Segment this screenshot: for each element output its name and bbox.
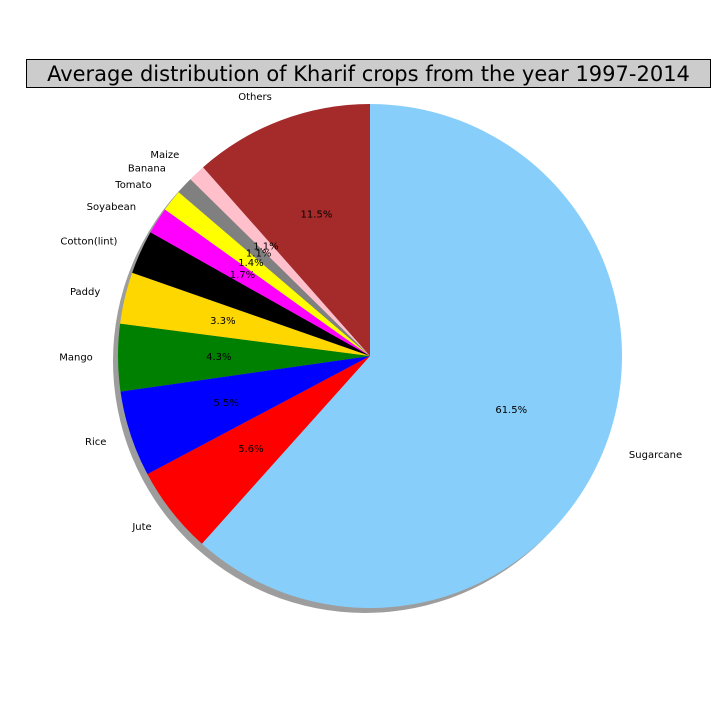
slice-percent-rice: 5.5%: [214, 398, 239, 409]
slice-maize: [190, 167, 370, 356]
slice-paddy: [120, 272, 370, 356]
slice-label-others: Others: [238, 92, 272, 103]
slice-sugarcane: [201, 104, 622, 608]
chart-title: Average distribution of Kharif crops fro…: [26, 59, 711, 88]
slice-percent-jute: 5.6%: [238, 444, 263, 455]
slice-label-soyabean: Soyabean: [87, 202, 136, 213]
slice-tomato: [164, 192, 370, 356]
slice-percent-soyabean: 1.7%: [230, 270, 255, 281]
slice-label-tomato: Tomato: [114, 180, 151, 191]
slice-label-jute: Jute: [131, 522, 151, 533]
slice-soyabean: [150, 209, 370, 356]
slice-banana: [178, 179, 370, 356]
slice-mango: [117, 323, 370, 392]
slice-label-cotton-lint: Cotton(lint): [60, 237, 117, 248]
slice-rice: [120, 356, 370, 475]
slice-label-mango: Mango: [59, 353, 93, 364]
slice-label-sugarcane: Sugarcane: [629, 450, 682, 461]
slice-cotton-lint: [132, 232, 370, 356]
slice-percent-others: 11.5%: [301, 210, 333, 221]
slice-percent-banana: 1.1%: [246, 249, 271, 260]
slice-label-banana: Banana: [128, 163, 166, 174]
slice-label-maize: Maize: [150, 150, 179, 161]
slice-label-paddy: Paddy: [70, 287, 100, 298]
slice-percent-mango: 4.3%: [206, 352, 231, 363]
slice-label-rice: Rice: [85, 437, 106, 448]
slice-jute: [147, 356, 370, 544]
pie-slices: [117, 104, 622, 608]
slice-percent-paddy: 3.3%: [210, 316, 235, 327]
slice-percent-tomato: 1.4%: [238, 258, 263, 269]
pie-labels: Sugarcane 61.5% Jute 5.6% Rice 5.5% Mango 4.3% P…: [59, 92, 682, 533]
slice-percent-maize: 1.1%: [253, 241, 278, 252]
slice-others: [203, 104, 370, 356]
slice-percent-sugarcane: 61.5%: [495, 405, 527, 416]
